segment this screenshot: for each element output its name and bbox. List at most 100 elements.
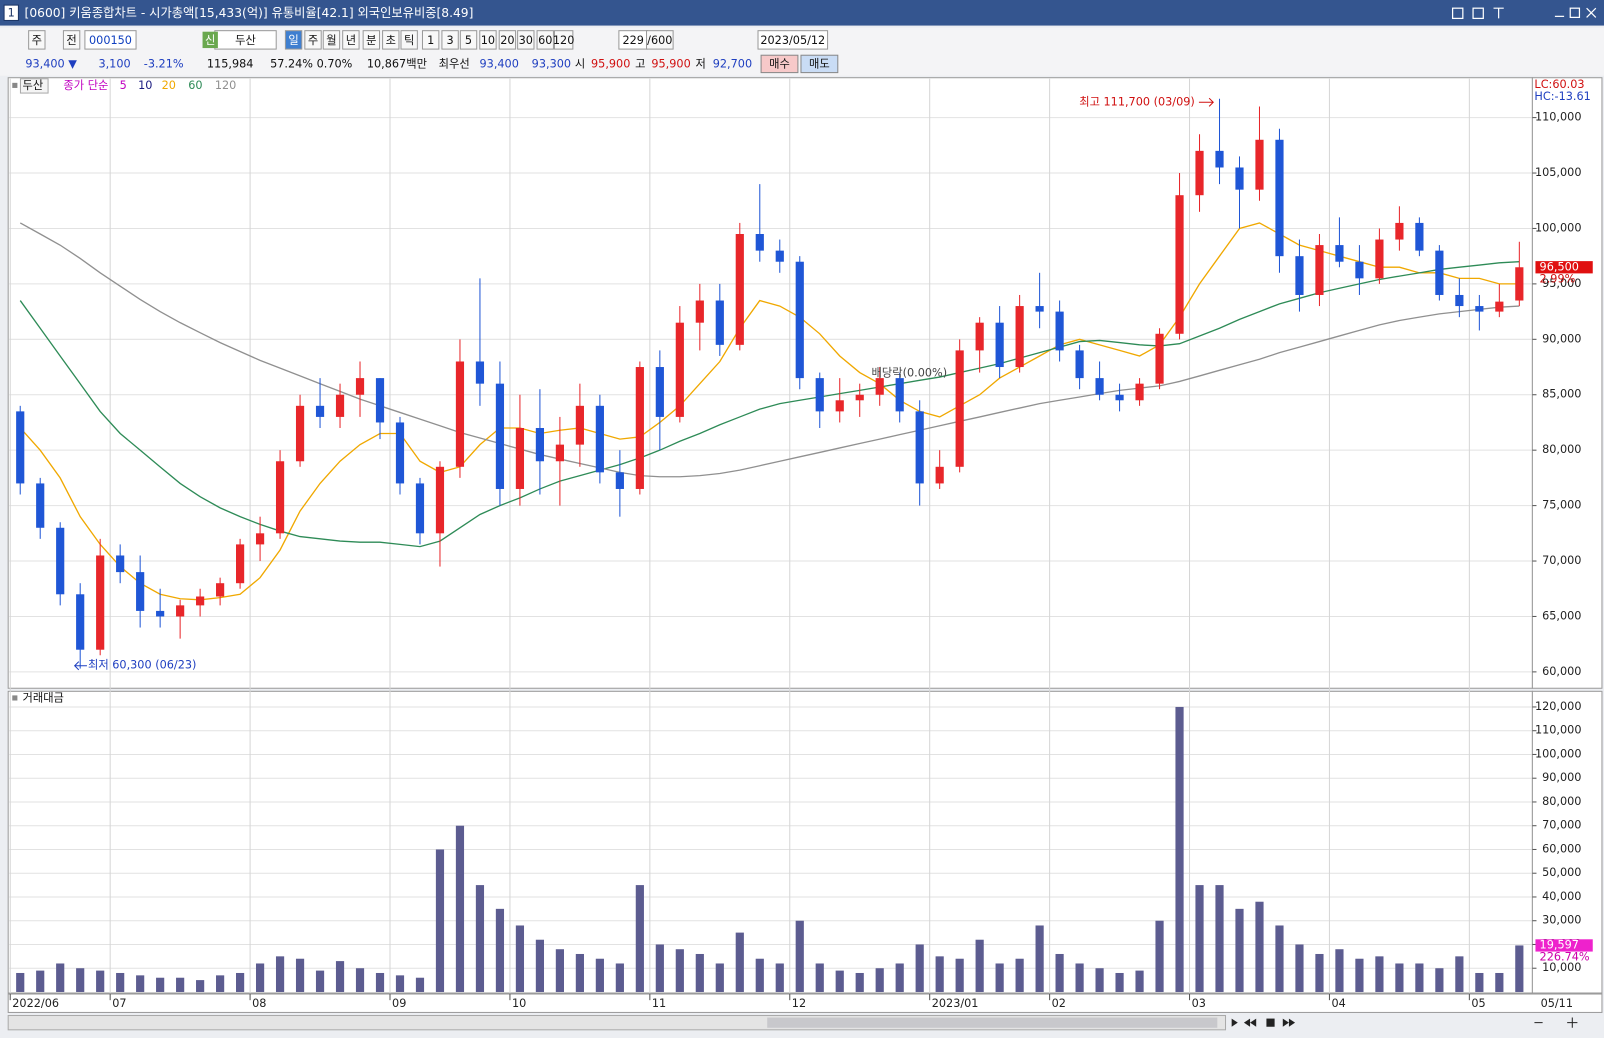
toolbar-button[interactable] bbox=[517, 30, 535, 50]
volume-bar bbox=[1115, 972, 1124, 992]
toolbar-button[interactable] bbox=[62, 30, 81, 50]
volume-bar bbox=[495, 908, 505, 992]
x-tick-label: 07 bbox=[112, 997, 126, 1010]
candle-body bbox=[1215, 150, 1224, 168]
btn-next[interactable] bbox=[1231, 1018, 1238, 1027]
candle-body bbox=[815, 378, 824, 412]
toolbar-button[interactable] bbox=[342, 30, 360, 50]
toolbar-button[interactable] bbox=[84, 30, 137, 50]
toolbar-button[interactable] bbox=[536, 30, 554, 50]
toolbar-label[interactable]: 전 bbox=[66, 34, 76, 47]
toolbar-button[interactable] bbox=[498, 30, 517, 50]
title-bar bbox=[0, 0, 1604, 26]
order-button[interactable] bbox=[800, 54, 839, 74]
toolbar-label[interactable]: 월 bbox=[326, 34, 336, 47]
toolbar-label[interactable]: 000150 bbox=[89, 34, 132, 47]
toolbar-label[interactable]: 2023/05/12 bbox=[760, 34, 825, 47]
toolbar-button[interactable] bbox=[304, 30, 322, 50]
volume-bar bbox=[1475, 972, 1484, 992]
toolbar-label[interactable]: 3 bbox=[447, 34, 454, 47]
toolbar-label[interactable]: 229 bbox=[622, 34, 643, 47]
info-field[interactable]: 매도 bbox=[809, 57, 830, 70]
candle-body bbox=[415, 483, 425, 534]
toolbar-label[interactable]: 10 bbox=[481, 34, 495, 47]
toolbar-button[interactable] bbox=[284, 30, 303, 50]
candle-body bbox=[475, 361, 485, 384]
toolbar-label[interactable]: 두산 bbox=[235, 34, 256, 47]
btn-stop[interactable] bbox=[1266, 1018, 1275, 1027]
candle-body bbox=[96, 555, 105, 650]
annotation-low: 최저 60,300 (06/23) bbox=[88, 659, 196, 672]
candle-body bbox=[1455, 294, 1464, 307]
info-field[interactable]: 매수 bbox=[769, 57, 790, 70]
info-field: 95,900 bbox=[591, 57, 630, 70]
candle-body bbox=[515, 428, 525, 489]
candle-body bbox=[895, 378, 904, 412]
y-tick-label: 120,000 bbox=[1535, 700, 1582, 713]
toolbar-button[interactable] bbox=[28, 30, 46, 50]
y-tick-label: 80,000 bbox=[1542, 443, 1581, 456]
toolbar-button[interactable] bbox=[400, 30, 418, 50]
toolbar-button[interactable] bbox=[441, 30, 459, 50]
toolbar-label[interactable]: 30 bbox=[519, 34, 533, 47]
toolbar-label[interactable]: /600 bbox=[647, 34, 672, 47]
volume-bar bbox=[1295, 944, 1304, 992]
volume-bar bbox=[975, 939, 984, 992]
x-tick-label: 2023/01 bbox=[932, 997, 979, 1010]
candle-body bbox=[255, 533, 265, 545]
toolbar-button[interactable] bbox=[479, 30, 497, 50]
toolbar-label[interactable]: 주 bbox=[32, 34, 42, 47]
toolbar-button[interactable] bbox=[757, 30, 829, 50]
y-tick-label: 60,000 bbox=[1542, 842, 1581, 855]
toolbar-button[interactable] bbox=[459, 30, 478, 50]
toolbar-label[interactable]: 주 bbox=[308, 34, 318, 47]
info-field: 시 bbox=[575, 57, 585, 70]
candle-body bbox=[755, 234, 764, 251]
close[interactable] bbox=[1586, 7, 1597, 18]
toolbar-button[interactable] bbox=[362, 30, 381, 50]
toolbar-label[interactable]: 1 bbox=[427, 34, 434, 47]
toolbar-label[interactable]: 년 bbox=[346, 34, 356, 47]
y-tick-label: 60,000 bbox=[1542, 665, 1581, 678]
y-tick-label: 40,000 bbox=[1542, 890, 1581, 903]
control-icon[interactable] bbox=[1451, 7, 1464, 20]
info-field: 10,867백만 bbox=[367, 57, 427, 70]
toolbar-label[interactable]: 5 bbox=[465, 34, 472, 47]
candle-body bbox=[275, 461, 285, 534]
volume-bar bbox=[1135, 970, 1144, 992]
y-tick-label: 10,000 bbox=[1542, 961, 1581, 974]
candle-body bbox=[575, 405, 584, 445]
candle-body bbox=[1435, 250, 1444, 295]
volume-bar bbox=[295, 958, 305, 992]
toolbar-button[interactable] bbox=[553, 30, 574, 50]
candle-body bbox=[1395, 222, 1404, 240]
toolbar-label[interactable]: 초 bbox=[386, 34, 396, 47]
toolbar-label[interactable]: 20 bbox=[500, 34, 514, 47]
toolbar-button[interactable] bbox=[382, 30, 400, 50]
candle-body bbox=[1475, 306, 1484, 312]
control-icon[interactable] bbox=[1472, 7, 1484, 20]
candle-body bbox=[1235, 167, 1244, 190]
info-field: 0.70% bbox=[317, 57, 353, 70]
zoom-buttons[interactable] bbox=[1534, 1017, 1578, 1028]
toolbar-label[interactable]: 틱 bbox=[404, 34, 414, 47]
info-field: 93,400 ▼ bbox=[25, 57, 77, 70]
window-controls[interactable] bbox=[1451, 7, 1597, 20]
volume-bar bbox=[475, 885, 485, 992]
toolbar-button[interactable] bbox=[322, 30, 341, 50]
info-field: 3,100 bbox=[98, 57, 130, 70]
order-button[interactable] bbox=[760, 54, 799, 74]
toolbar-label[interactable]: 60 bbox=[538, 34, 552, 47]
candle-body bbox=[16, 411, 25, 484]
info-field: 93,400 bbox=[480, 57, 519, 70]
control-icon[interactable] bbox=[1493, 7, 1504, 19]
toolbar-label[interactable]: 일 bbox=[288, 33, 298, 47]
toolbar-button[interactable] bbox=[421, 30, 440, 50]
scroll-thumb[interactable] bbox=[767, 1017, 1218, 1028]
maximize[interactable] bbox=[1569, 7, 1581, 18]
y-tick-label: 90,000 bbox=[1542, 332, 1581, 345]
toolbar-button[interactable] bbox=[645, 30, 674, 50]
toolbar-label[interactable]: 120 bbox=[553, 34, 574, 47]
toolbar-label[interactable]: 분 bbox=[366, 34, 376, 47]
